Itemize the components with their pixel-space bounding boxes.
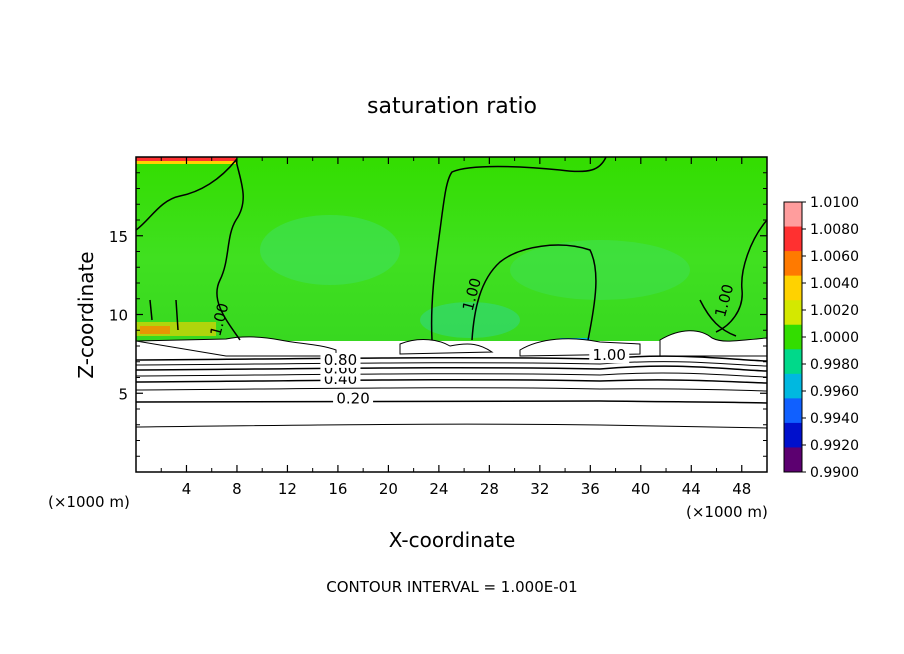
colorbar-label: 0.9900 [810,465,859,481]
contour-line [136,158,244,341]
y-axis-label: Z-coordinate [74,251,98,378]
contour-line [136,399,767,404]
contour-line [136,355,767,362]
contour-interval-note: CONTOUR INTERVAL = 1.000E-01 [326,578,577,596]
x-tick-label: 24 [429,480,448,498]
contour-line [136,378,767,384]
contour-line [136,372,767,378]
colorbar-label: 0.9920 [810,438,859,454]
colorbar-swatch [784,324,802,350]
contour-label: 0.80 [324,351,357,369]
colorbar-swatch [784,398,802,424]
colorbar-swatch [784,226,802,252]
cloud-base-edge [399,339,494,355]
x-tick-label: 12 [278,480,297,498]
colorbar-swatch [784,349,802,375]
heatmap-field [136,157,767,472]
x-tick-label: 36 [581,480,600,498]
colorbar-swatch [784,275,802,301]
contour-labels: 0.200.400.600.801.001.001.001.00 [206,276,737,408]
colorbar-swatch [784,202,802,228]
colorbar-swatch [784,373,802,399]
contour-label-bg [320,352,361,368]
x-tick-label: 4 [182,480,192,498]
x-tick-label: 40 [631,480,650,498]
contour-line [471,244,597,341]
contour-lines-lower [136,355,767,429]
contour-line [715,219,767,333]
x-unit-right: (×1000 m) [686,503,768,521]
colorbar-label: 1.0020 [810,303,859,319]
colorbar: 1.0100 1.0080 1.0060 1.0040 1.0020 1.0000 0.99… [783,195,859,481]
colorbar-label: 1.0060 [810,249,859,265]
colorbar-swatch [784,447,802,473]
contour-label: 1.00 [593,346,626,364]
x-tick-label: 32 [530,480,549,498]
field-patch [260,215,400,285]
x-tick-label: 48 [732,480,751,498]
x-tick-label: 8 [232,480,242,498]
contour-label-bg [333,391,374,407]
contour-line [149,299,179,331]
contour-lines-upper [136,157,767,341]
contour-line [136,423,767,429]
contour-line [136,361,767,367]
colorbar-swatch [784,300,802,326]
y-tick-label: 5 [118,385,128,403]
colorbar-label: 0.9940 [810,411,859,427]
contour-line [136,387,767,392]
colorbar-label: 1.0100 [810,195,859,211]
supersat-strip [140,326,170,334]
x-tick-label: 20 [379,480,398,498]
chart-title: saturation ratio [367,94,537,119]
x-tick-label: 16 [328,480,347,498]
x-tick-label: 28 [480,480,499,498]
contour-line [430,157,607,341]
x-tick-label: 44 [682,480,701,498]
colorbar-label: 1.0080 [810,222,859,238]
colorbar-swatch [784,422,802,448]
colorbar-label: 0.9980 [810,357,859,373]
contour-line [699,299,737,337]
field-patch [420,302,520,338]
subsaturated-region [136,341,767,472]
contour-label-bg [589,348,630,364]
x-axis-ticks: 4 8 12 16 20 24 28 32 36 40 44 48 [160,157,751,498]
colorbar-label: 1.0000 [810,330,859,346]
colorbar-label: 0.9960 [810,384,859,400]
y-axis-ticks: 5 10 15 [109,172,767,457]
contour-line [136,365,767,372]
contour-label: 0.20 [336,389,369,407]
x-unit-left: (×1000 m) [48,493,130,511]
colorbar-label: 1.0040 [810,276,859,292]
colorbar-swatch [784,251,802,277]
y-tick-label: 15 [109,228,128,246]
x-axis-label: X-coordinate [389,528,516,552]
y-tick-label: 10 [109,307,128,325]
field-patch [510,240,690,300]
